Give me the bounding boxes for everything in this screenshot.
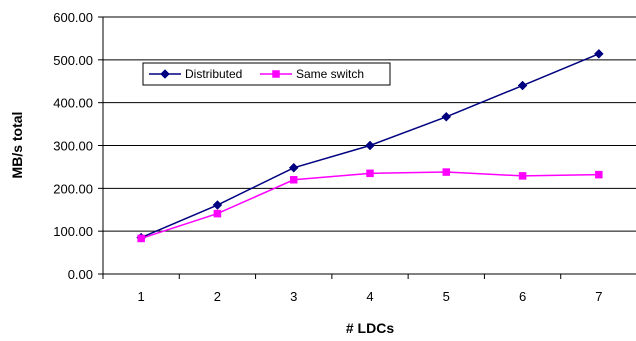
x-axis-label: # LDCs xyxy=(346,320,394,336)
data-point-marker xyxy=(442,168,451,176)
y-tick-label: 600.00 xyxy=(53,10,93,25)
data-point-marker xyxy=(594,48,604,59)
x-tick-label: 4 xyxy=(366,289,373,304)
y-axis-ticks: 0.00 100.00 200.00 300.00 400.00 500.00 600.00 xyxy=(53,10,103,282)
x-tick-label: 3 xyxy=(290,289,297,304)
y-tick-label: 0.00 xyxy=(68,267,93,282)
series-line xyxy=(140,171,599,240)
y-tick-label: 400.00 xyxy=(53,96,93,111)
x-tick-label: 6 xyxy=(519,289,526,304)
data-point-marker xyxy=(366,169,374,178)
legend-swatch-marker xyxy=(160,69,170,79)
y-tick-label: 500.00 xyxy=(53,53,93,68)
legend-item: Distributed xyxy=(149,67,242,81)
x-tick-label: 5 xyxy=(443,289,450,304)
legend-label: Distributed xyxy=(185,67,242,81)
data-point-marker xyxy=(288,162,299,173)
data-point-marker xyxy=(518,172,527,180)
x-tick-label: 7 xyxy=(595,289,602,304)
y-tick-label: 200.00 xyxy=(53,181,93,196)
y-axis-label: MB/s total xyxy=(9,112,25,179)
chart-legend: Distributed Same switch xyxy=(142,62,391,86)
x-tick-label: 2 xyxy=(214,289,221,304)
x-tick-label: 1 xyxy=(138,289,145,304)
chart-series xyxy=(136,48,604,243)
data-point-marker xyxy=(289,176,298,184)
series-same-switch xyxy=(137,168,603,243)
data-point-marker xyxy=(595,170,603,179)
data-point-marker xyxy=(441,111,452,122)
data-point-marker xyxy=(213,209,222,218)
data-point-marker xyxy=(517,80,528,91)
data-point-marker xyxy=(137,234,145,243)
grid-lines xyxy=(103,16,636,232)
y-tick-label: 100.00 xyxy=(53,224,93,239)
legend-item: Same switch xyxy=(260,67,364,81)
legend-swatch-marker xyxy=(272,70,280,78)
x-axis-ticks: 1 2 3 4 5 6 7 xyxy=(102,274,602,304)
data-point-marker xyxy=(212,200,223,210)
legend-label: Same switch xyxy=(296,67,364,81)
y-tick-label: 300.00 xyxy=(53,139,93,154)
data-point-marker xyxy=(365,140,375,151)
